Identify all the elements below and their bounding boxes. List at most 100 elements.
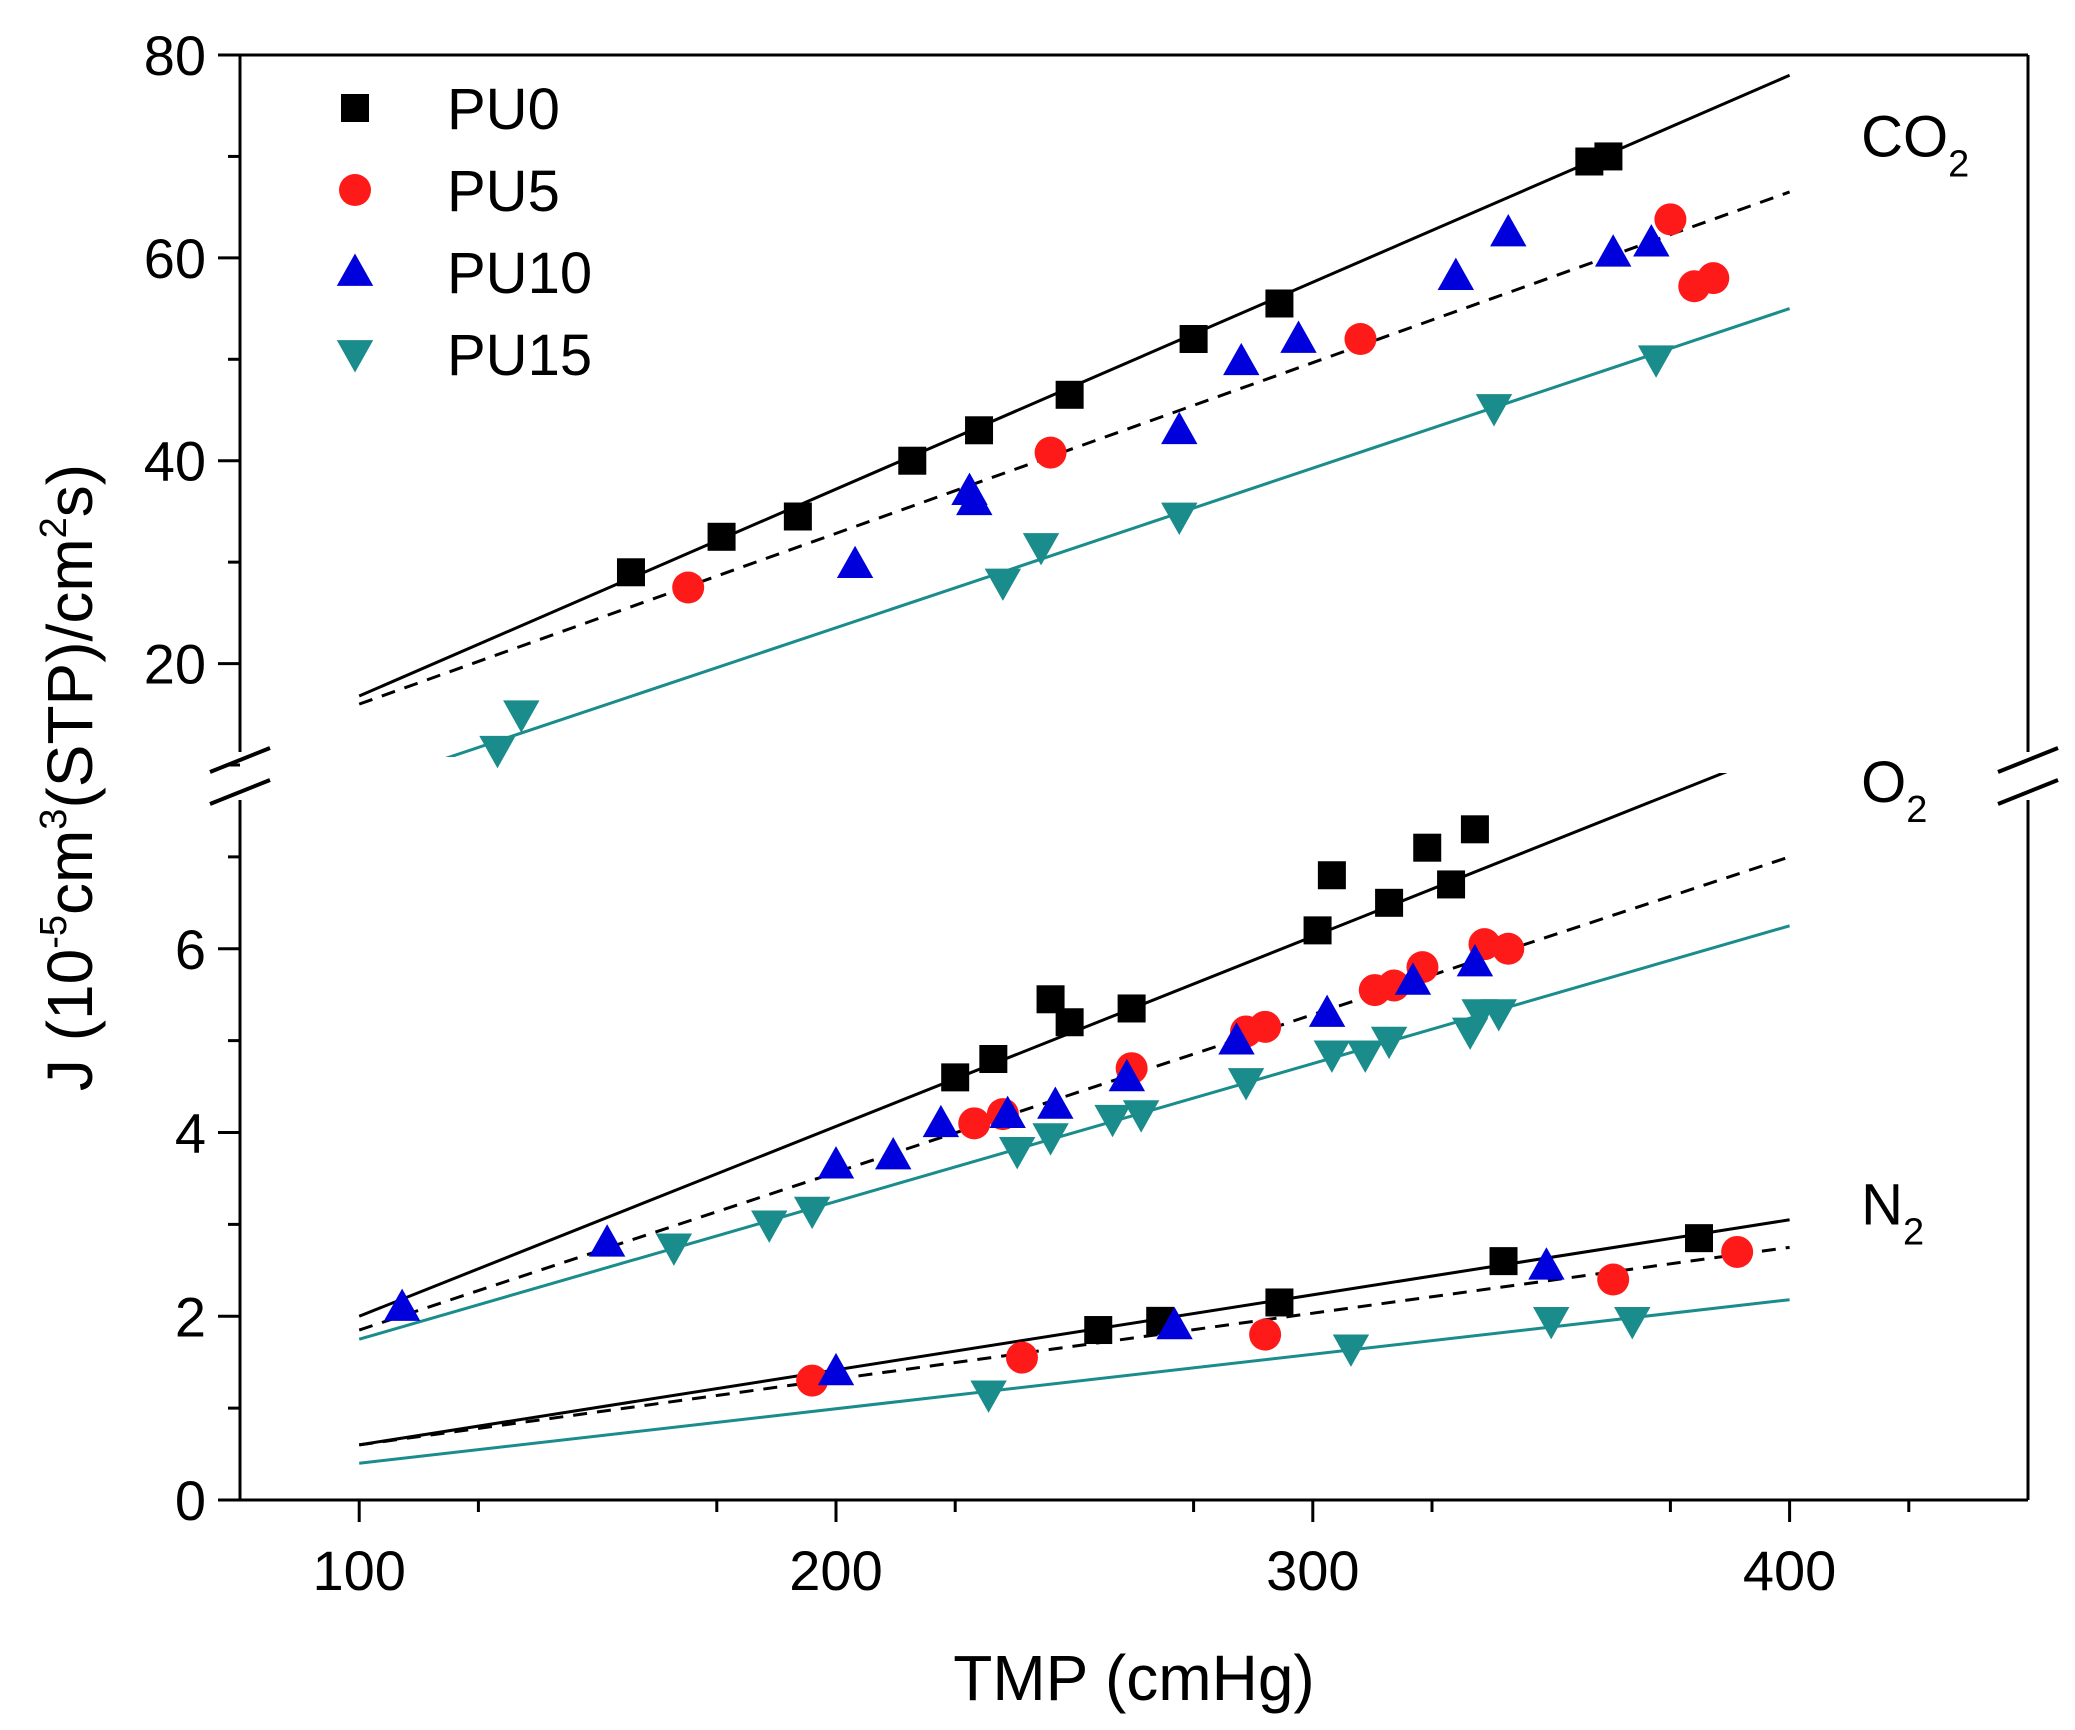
point-pu5-n2 — [796, 1364, 829, 1397]
y-axis-title: J (10-5cm3(STP)/cm2s) — [33, 464, 106, 1091]
point-pu5-n2 — [1721, 1235, 1754, 1268]
point-pu15-co2 — [1637, 345, 1675, 378]
series-pu15 — [479, 345, 1675, 1413]
gas-label-n2: N2 — [1861, 1172, 1924, 1253]
point-pu10-n2 — [1156, 1306, 1193, 1340]
point-pu5-n2 — [1005, 1341, 1038, 1374]
fit-line-pu15-co2 — [445, 307, 1791, 757]
point-pu0-n2 — [1084, 1316, 1113, 1345]
point-pu10-co2 — [1490, 214, 1527, 247]
point-pu10-o2 — [383, 1288, 421, 1321]
point-pu15-o2 — [1122, 1100, 1160, 1133]
point-pu0-co2 — [616, 558, 645, 587]
legend-label-pu15: PU15 — [447, 323, 592, 388]
legend-item-pu15: PU15 — [336, 323, 592, 388]
y-tick-label-upper: 40 — [144, 430, 206, 493]
point-pu15-o2 — [1370, 1026, 1408, 1060]
point-pu5-co2 — [1654, 203, 1687, 236]
y-tick-label-lower: 2 — [175, 1285, 206, 1348]
fit-line-pu15-o2 — [358, 924, 1791, 1341]
gas-label-o2: O2 — [1861, 750, 1927, 831]
series-pu0 — [616, 142, 1714, 1345]
point-pu10-co2 — [1161, 411, 1198, 445]
point-pu0-o2 — [1375, 888, 1404, 917]
point-pu15-co2 — [479, 735, 516, 769]
point-pu15-n2 — [1614, 1306, 1651, 1340]
point-pu10-n2 — [1528, 1247, 1565, 1280]
point-pu10-o2 — [817, 1146, 855, 1179]
point-pu10-co2 — [1223, 342, 1260, 376]
point-pu10-o2 — [922, 1104, 960, 1138]
x-tick-label: 400 — [1743, 1539, 1836, 1602]
point-pu15-o2 — [998, 1137, 1036, 1170]
point-pu0-n2 — [1265, 1288, 1294, 1317]
legend-marker-pu10 — [336, 253, 374, 286]
legend-label-pu5: PU5 — [447, 159, 560, 224]
point-pu0-n2 — [1685, 1224, 1714, 1253]
point-pu5-o2 — [1249, 1010, 1282, 1043]
point-pu15-co2 — [1022, 533, 1060, 566]
y-tick-label-lower: 4 — [175, 1102, 206, 1165]
point-pu15-o2 — [793, 1196, 831, 1230]
point-pu15-n2 — [970, 1380, 1007, 1413]
point-pu15-o2 — [1347, 1040, 1384, 1073]
point-pu15-co2 — [503, 700, 540, 733]
point-pu10-o2 — [1218, 1022, 1255, 1055]
point-pu0-co2 — [1055, 380, 1084, 409]
point-pu10-co2 — [1437, 257, 1475, 290]
x-tick-label: 300 — [1266, 1539, 1359, 1602]
point-pu0-o2 — [979, 1045, 1008, 1073]
point-pu15-co2 — [1161, 502, 1198, 535]
legend-marker-pu5 — [339, 174, 371, 206]
point-pu10-co2 — [836, 545, 874, 579]
point-pu0-o2 — [1303, 916, 1332, 945]
point-pu5-o2 — [958, 1107, 991, 1140]
x-tick-label: 200 — [789, 1539, 882, 1602]
y-tick-label-upper: 80 — [144, 24, 206, 87]
point-pu0-o2 — [1317, 861, 1346, 890]
point-pu15-o2 — [1227, 1068, 1265, 1101]
fit-line-pu15-n2 — [359, 1298, 1790, 1465]
point-pu15-o2 — [655, 1233, 693, 1266]
point-pu0-o2 — [941, 1063, 970, 1092]
point-pu15-o2 — [751, 1210, 788, 1243]
point-pu10-co2 — [1594, 234, 1632, 267]
point-pu0-co2 — [1265, 289, 1294, 318]
point-pu15-o2 — [1480, 999, 1517, 1032]
point-pu0-o2 — [1055, 1008, 1084, 1037]
data-markers — [383, 142, 1754, 1413]
axis-break-right — [1997, 746, 2059, 806]
fit-line-pu5-n2 — [358, 1245, 1790, 1447]
point-pu15-n2 — [1332, 1334, 1370, 1367]
legend-item-pu5: PU5 — [339, 159, 560, 224]
point-pu10-o2 — [1037, 1086, 1074, 1119]
point-pu0-o2 — [1413, 833, 1442, 862]
point-pu15-co2 — [1475, 394, 1513, 427]
axis-break-left — [209, 746, 271, 806]
point-pu10-o2 — [875, 1136, 912, 1170]
legend-item-pu10: PU10 — [336, 241, 592, 306]
point-pu0-o2 — [1437, 870, 1466, 899]
point-pu0-co2 — [1179, 325, 1208, 353]
point-pu15-o2 — [1032, 1123, 1069, 1156]
point-pu10-o2 — [989, 1095, 1026, 1128]
series-pu5 — [672, 203, 1754, 1397]
point-pu10-o2 — [1108, 1058, 1146, 1092]
point-pu5-o2 — [1492, 932, 1525, 965]
labels: 100 200 300 400 20 40 60 80 0 2 4 6 TMP (cmHg) J (10-… — [33, 24, 1969, 1714]
point-pu10-n2 — [817, 1352, 855, 1386]
legend-marker-pu0 — [341, 94, 369, 122]
legend-marker-pu15 — [336, 340, 374, 373]
point-pu0-co2 — [898, 446, 927, 475]
fit-line-pu0-n2 — [358, 1218, 1790, 1447]
point-pu15-o2 — [1313, 1040, 1351, 1073]
y-tick-label-lower: 6 — [175, 918, 206, 981]
point-pu5-n2 — [1249, 1318, 1282, 1351]
y-tick-label-lower: 0 — [175, 1469, 206, 1532]
point-pu10-o2 — [1456, 944, 1494, 977]
legend-item-pu0: PU0 — [341, 77, 560, 142]
point-pu10-o2 — [1308, 994, 1346, 1027]
point-pu0-o2 — [1117, 994, 1146, 1023]
point-pu0-co2 — [707, 522, 736, 551]
